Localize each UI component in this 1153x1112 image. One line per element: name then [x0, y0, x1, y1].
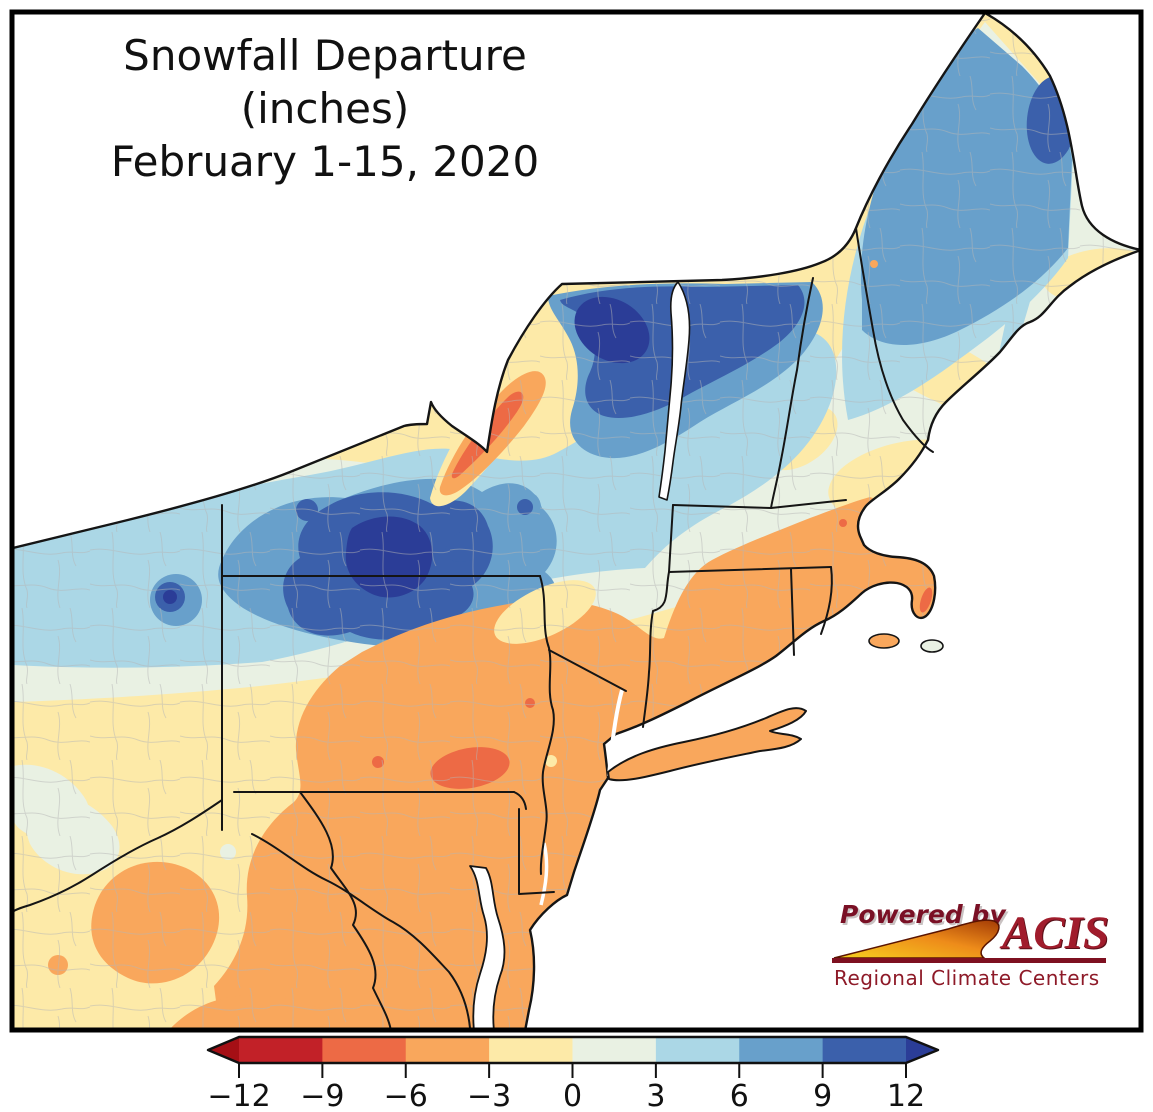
hudson-river [607, 689, 624, 777]
title-line-1: Snowfall Departure (inches) [123, 31, 527, 133]
acis-logo: Powered by ACIS Regional Climate Centers [830, 894, 1120, 994]
colorbar-arrow-left [208, 1037, 239, 1063]
colorbar-segment [739, 1037, 824, 1063]
colorbar-tick-label: −6 [383, 1079, 428, 1112]
colorbar-arrow-right [906, 1037, 938, 1063]
colorbar-tick-label: −12 [207, 1079, 271, 1112]
state-borders [13, 227, 934, 1029]
colorbar-tick-label: −9 [300, 1079, 345, 1112]
acis-swoosh-icon [833, 919, 1000, 959]
lake-champlain [658, 281, 691, 501]
colorbar-tick-label: 0 [562, 1079, 583, 1112]
logo-underline [832, 958, 1106, 963]
colorbar-tick-label: 9 [813, 1079, 833, 1112]
colorbar-tick-label: −3 [467, 1079, 512, 1112]
colorbar-segment [239, 1037, 323, 1063]
chesapeake-bay [469, 865, 506, 1029]
colorbar-tick-label: 3 [646, 1079, 666, 1112]
colorbar-segment [822, 1037, 907, 1063]
colorbar-tick-label: 12 [886, 1079, 926, 1112]
canada-northeast-of-maine [983, 13, 1140, 251]
colorbar-segment [655, 1037, 740, 1063]
regional-climate-centers-text: Regional Climate Centers [834, 966, 1100, 990]
title-line-2: February 1-15, 2020 [110, 136, 540, 186]
boston-coast-red-dot [839, 519, 847, 527]
colorbar-tick-label: 6 [729, 1079, 749, 1112]
marthas-vineyard [868, 633, 900, 649]
map-frame [9, 9, 1144, 1033]
colorbar-segment [489, 1037, 574, 1063]
colorbar: −12 −9 −6 −3 0 3 6 9 12 [205, 1035, 965, 1112]
colorbar-segment [572, 1037, 657, 1063]
figure-title: Snowfall Departure (inches) February 1-1… [60, 30, 590, 189]
acis-wordmark: ACIS [1002, 907, 1110, 959]
canada-and-great-lakes [13, 13, 987, 550]
nantucket [920, 639, 944, 653]
cape-cod-red-sliver [919, 587, 933, 613]
colorbar-svg [206, 1035, 940, 1078]
colorbar-segment [405, 1037, 490, 1063]
delaware-river-lower [539, 842, 549, 906]
long-island [607, 707, 807, 782]
colorbar-segment [322, 1037, 407, 1063]
